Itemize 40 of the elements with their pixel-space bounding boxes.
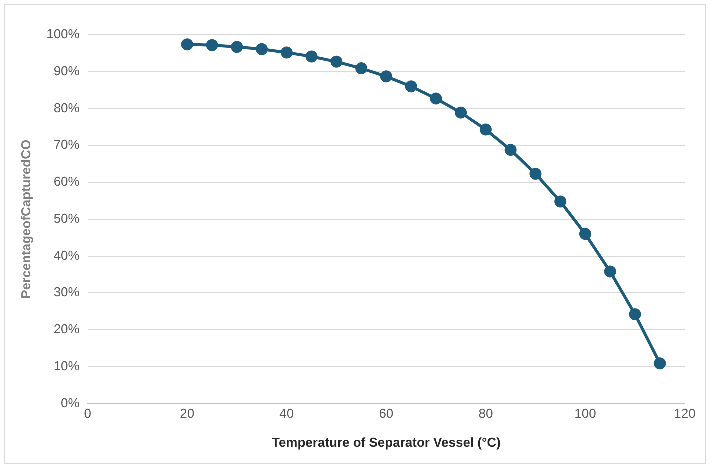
point — [256, 43, 268, 56]
point — [280, 46, 293, 59]
point — [579, 228, 592, 240]
point — [181, 38, 194, 51]
point — [405, 80, 418, 93]
y-tick-label: 70% — [54, 137, 80, 152]
x-tick-label: 60 — [379, 406, 394, 422]
point — [654, 358, 666, 370]
y-tick-label: 10% — [54, 358, 80, 374]
x-tick-label: 80 — [478, 406, 494, 422]
point — [554, 196, 567, 208]
y-tick-label: 80% — [54, 100, 80, 116]
y-tick-label: 40% — [54, 248, 80, 263]
y-tick-label: 0% — [61, 395, 80, 410]
x-tick-label: 100 — [574, 406, 596, 422]
point — [306, 50, 318, 63]
y-tick-label: 100% — [46, 26, 80, 42]
point — [330, 56, 343, 68]
point — [530, 168, 542, 180]
x-axis-title: Temperature of Separator Vessel (°C) — [272, 434, 501, 450]
y-tick-label: 60% — [54, 174, 80, 190]
point — [356, 62, 368, 75]
x-tick-label: 40 — [280, 406, 294, 422]
y-axis-title: PercentageofCapturedCO — [18, 140, 34, 299]
point — [430, 92, 442, 105]
point — [504, 144, 517, 156]
point — [380, 70, 392, 83]
y-tick-label: 90% — [54, 63, 80, 78]
point — [455, 106, 468, 119]
y-tick-label: 50% — [54, 210, 80, 226]
point — [206, 39, 218, 52]
point — [604, 266, 616, 278]
x-tick-label: 20 — [180, 406, 195, 422]
x-tick-label: 0 — [84, 406, 92, 422]
point — [480, 124, 492, 136]
x-tick-label: 120 — [674, 406, 696, 422]
y-tick-label: 20% — [54, 322, 80, 337]
y-tick-label: 30% — [54, 284, 80, 300]
point — [629, 308, 642, 321]
point — [231, 41, 244, 54]
